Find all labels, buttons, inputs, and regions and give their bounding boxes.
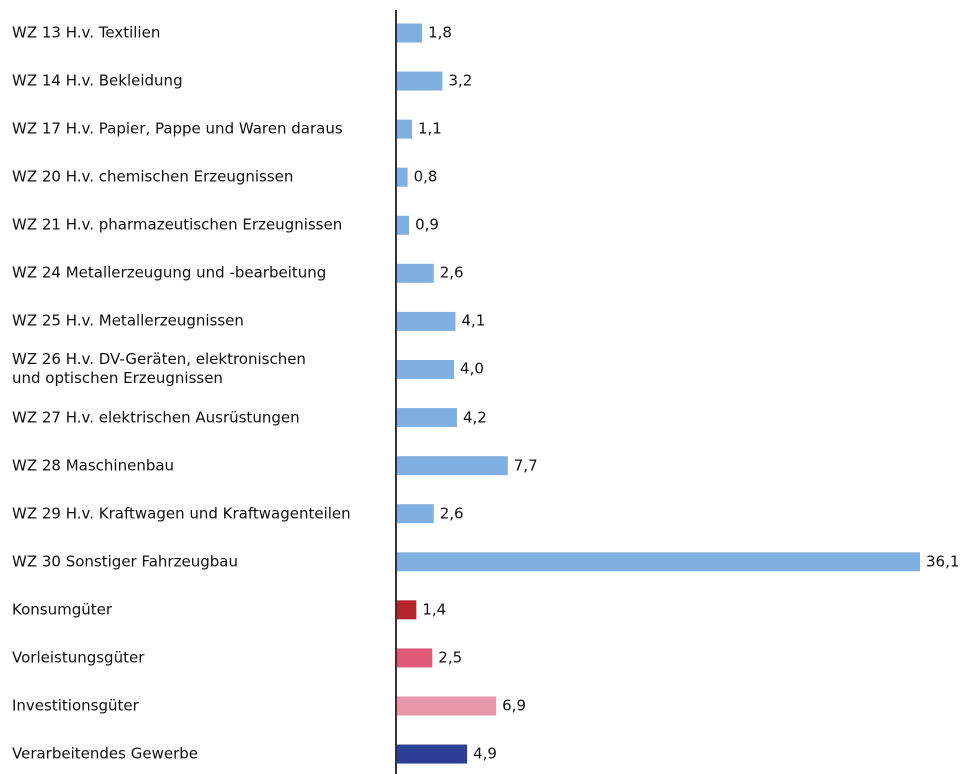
category-label: WZ 21 H.v. pharmazeutischen Erzeugnissen <box>12 215 343 234</box>
category-label: WZ 17 H.v. Papier, Pappe und Waren darau… <box>12 119 343 138</box>
category-label: WZ 13 H.v. Textilien <box>12 23 161 42</box>
bar <box>396 359 455 379</box>
bar <box>396 456 508 476</box>
bar <box>396 311 456 331</box>
bar <box>396 71 443 91</box>
value-label: 1,1 <box>417 119 442 138</box>
category-label: Konsumgüter <box>12 600 113 619</box>
category-label: WZ 20 H.v. chemischen Erzeugnissen <box>12 167 294 186</box>
value-label: 2,6 <box>439 263 464 282</box>
bar <box>396 215 410 235</box>
category-label: WZ 24 Metallerzeugung und -bearbeitung <box>12 263 327 282</box>
value-label: 4,0 <box>460 359 484 378</box>
category-label: WZ 14 H.v. Bekleidung <box>12 71 183 90</box>
value-label: 3,2 <box>448 71 473 90</box>
bar <box>396 648 433 668</box>
value-label: 1,8 <box>428 23 452 42</box>
value-label: 36,1 <box>926 552 960 571</box>
value-label: 6,9 <box>502 696 526 715</box>
value-label: 0,9 <box>415 215 439 234</box>
bar <box>396 167 408 187</box>
category-label: WZ 27 H.v. elektrischen Ausrüstungen <box>12 408 300 427</box>
category-label: Vorleistungsgüter <box>12 648 145 667</box>
category-label: WZ 25 H.v. Metallerzeugnissen <box>12 311 244 330</box>
value-label: 4,1 <box>461 311 486 330</box>
category-label: WZ 28 Maschinenbau <box>12 456 175 475</box>
value-label: 1,4 <box>422 600 447 619</box>
value-label: 4,2 <box>462 408 487 427</box>
category-label: WZ 30 Sonstiger Fahrzeugbau <box>12 552 238 571</box>
value-label: 0,8 <box>413 167 438 186</box>
bar <box>396 23 423 43</box>
bar <box>396 552 920 572</box>
category-label: WZ 26 H.v. DV-Geräten, elektronischen un… <box>12 350 306 388</box>
bar <box>396 696 497 716</box>
bar <box>396 600 417 620</box>
category-label: Verarbeitendes Gewerbe <box>12 744 198 763</box>
category-label: WZ 29 H.v. Kraftwagen und Kraftwagenteil… <box>12 504 351 523</box>
bar <box>396 119 412 139</box>
value-label: 4,9 <box>473 744 497 763</box>
value-label: 2,6 <box>439 504 464 523</box>
value-label: 2,5 <box>438 648 463 667</box>
bar <box>396 744 468 764</box>
value-label: 7,7 <box>513 456 538 475</box>
bar <box>396 263 434 283</box>
bar <box>396 504 434 524</box>
bar <box>396 408 457 428</box>
category-label: Investitionsgüter <box>12 696 139 715</box>
